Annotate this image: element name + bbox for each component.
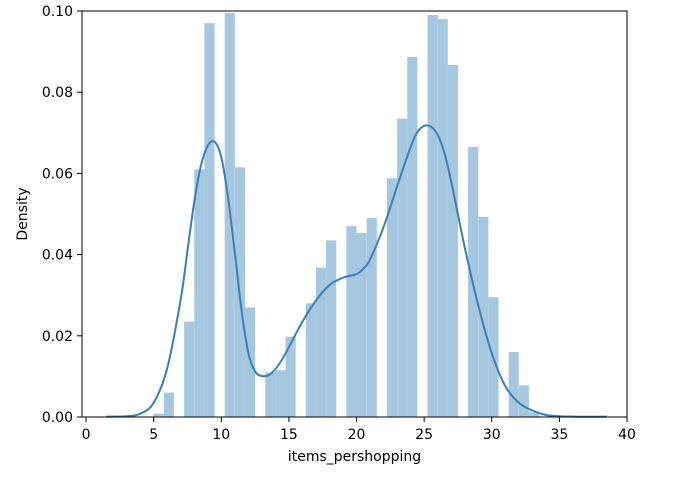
histogram-bar-1 [163, 392, 174, 417]
histogram-bar-8 [265, 372, 276, 417]
histogram-bar-26 [508, 352, 519, 417]
histogram-bar-11 [305, 303, 316, 417]
x-tick-label-8: 40 [618, 427, 636, 443]
x-tick-label-2: 10 [212, 427, 230, 443]
histogram-bar-14 [346, 226, 357, 417]
histogram-bar-12 [315, 267, 327, 417]
histogram-bar-19 [407, 56, 418, 417]
x-axis-label: items_pershopping [288, 449, 421, 465]
axes-layer: 0 5 10 15 20 25 30 35 40 0.00 0.02 0.04 0.06 0.08 0.10 [42, 4, 636, 443]
y-tick-label-5: 0.10 [42, 4, 73, 20]
histogram-bar-18 [397, 118, 408, 417]
histogram-bar-28 [528, 412, 540, 417]
histogram-bar-15 [356, 233, 367, 417]
y-tick-label-4: 0.08 [42, 85, 73, 101]
x-tick-label-7: 35 [550, 427, 568, 443]
histogram-bar-13 [326, 240, 337, 417]
histogram-bar-21 [437, 19, 448, 418]
histogram-bar-10 [285, 336, 296, 417]
y-tick-label-0: 0.00 [42, 410, 73, 426]
histogram-bar-2 [184, 321, 195, 417]
histogram-bar-27 [518, 385, 529, 417]
histogram-bar-3 [194, 169, 205, 417]
kde-layer [106, 124, 607, 418]
x-tick-label-5: 25 [415, 427, 433, 443]
y-axis-label: Density [15, 187, 31, 240]
histogram-bar-9 [275, 370, 286, 417]
x-tick-label-3: 15 [280, 427, 298, 443]
histogram-bar-20 [427, 15, 438, 418]
histogram-bar-16 [366, 218, 377, 417]
histogram-bar-4 [204, 23, 215, 418]
x-tick-label-0: 0 [82, 427, 91, 443]
histogram-bar-24 [478, 216, 489, 417]
histogram-bars [153, 13, 540, 418]
y-tick-label-2: 0.04 [42, 248, 73, 264]
x-tick-label-1: 5 [149, 427, 158, 443]
y-tick-label-1: 0.02 [42, 329, 73, 345]
histogram-bar-17 [386, 178, 398, 417]
histogram-bar-22 [447, 65, 458, 417]
y-tick-label-3: 0.06 [42, 166, 73, 182]
kde-line [106, 124, 607, 418]
x-tick-label-6: 30 [483, 427, 501, 443]
x-tick-label-4: 20 [348, 427, 366, 443]
histogram-bar-0 [153, 413, 164, 417]
plot-frame [81, 10, 628, 418]
